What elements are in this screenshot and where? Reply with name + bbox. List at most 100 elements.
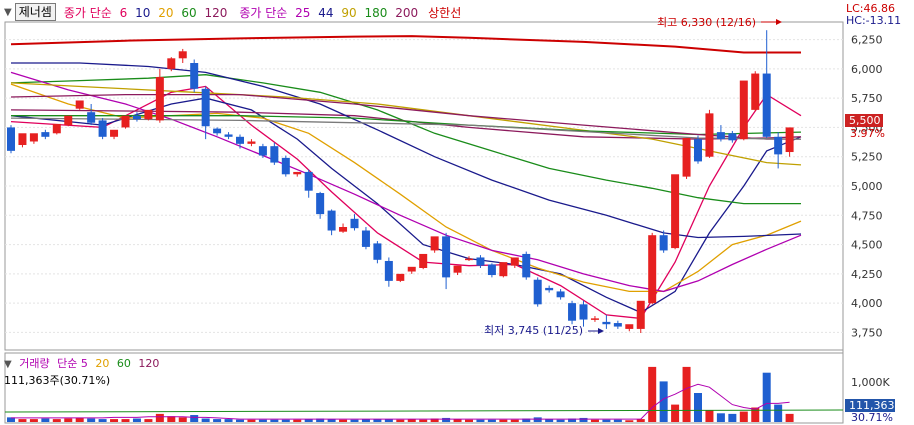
- volume-ma-line: [11, 383, 790, 420]
- candle-body: [121, 115, 130, 128]
- candle-body: [671, 174, 680, 249]
- volume-bar: [407, 419, 416, 422]
- volume-bar: [590, 419, 599, 422]
- candle-body: [361, 230, 370, 247]
- candle-body: [774, 136, 783, 155]
- volume-bar: [682, 366, 691, 422]
- volume-tick-1000k: 1,000K: [851, 376, 890, 389]
- candle-body: [155, 77, 164, 121]
- candle-body: [41, 132, 50, 137]
- candle-body: [659, 235, 668, 251]
- price-ma-60: 60: [181, 5, 197, 20]
- candle-body: [132, 115, 141, 120]
- candle-body: [590, 318, 599, 320]
- volume-bar: [556, 419, 565, 422]
- volume-bar: [132, 418, 141, 422]
- volume-bar: [739, 411, 748, 422]
- candle-body: [785, 127, 794, 153]
- limit-line-label: 상한선: [428, 5, 462, 20]
- volume-bar: [18, 419, 27, 422]
- volume-bar: [121, 419, 130, 422]
- candle-body: [64, 115, 73, 126]
- candle-body: [75, 100, 84, 109]
- volume-bar: [545, 419, 554, 422]
- candle-body: [52, 123, 61, 134]
- volume-bar: [636, 419, 645, 422]
- volume-bar: [327, 419, 336, 422]
- volume-bar: [350, 419, 359, 422]
- long-ma-90: 90: [341, 5, 357, 20]
- candle-body: [453, 265, 462, 273]
- volume-bar: [785, 413, 794, 422]
- volume-bars: [4, 366, 844, 422]
- volume-bar: [396, 419, 405, 422]
- candle-body: [293, 171, 302, 175]
- volume-bar: [648, 366, 657, 422]
- price-ma-label: 종가 단순: [63, 5, 112, 20]
- volume-bar: [568, 418, 577, 422]
- volume-bar: [41, 418, 50, 422]
- volume-bar: [144, 419, 153, 422]
- volume-bar: [625, 420, 634, 422]
- volume-bar: [694, 393, 702, 422]
- volume-bar: [419, 419, 428, 422]
- volume-bar: [167, 416, 176, 422]
- volume-bar: [487, 419, 496, 422]
- volume-bar: [659, 381, 668, 422]
- volume-bar: [213, 419, 222, 422]
- volume-bar: [236, 419, 244, 422]
- volume-bar: [29, 419, 38, 422]
- volume-bar: [728, 413, 737, 422]
- volume-bar: [293, 419, 302, 422]
- price-ma-10: 10: [135, 5, 151, 20]
- chevron-down-icon[interactable]: ▼: [4, 6, 12, 18]
- price-tick-label: 4,250: [851, 268, 883, 281]
- candle-body: [396, 273, 405, 281]
- candle-body: [613, 323, 622, 327]
- candle-body: [739, 80, 748, 140]
- volume-bar: [751, 407, 760, 422]
- stock-name-button[interactable]: 제너셈: [14, 3, 56, 21]
- high-label: 최고 6,330 (12/16): [657, 16, 756, 29]
- volume-bar: [201, 418, 210, 422]
- volume-bar: [602, 419, 611, 422]
- candle-body: [762, 73, 771, 137]
- volume-ma-label: 단순 5: [57, 357, 88, 370]
- candle-body: [213, 128, 222, 134]
- long-ma-legend: 종가 단순 25 44 90 180 200: [239, 4, 418, 21]
- volume-chevron-icon[interactable]: ▼: [4, 359, 12, 370]
- volume-bar: [247, 419, 256, 422]
- volume-bar: [442, 417, 451, 422]
- candle-body: [190, 63, 199, 89]
- ma-line: [10, 35, 801, 54]
- candle-body: [281, 157, 290, 175]
- candle-body: [648, 235, 657, 304]
- volume-current-value: 111,363: [849, 399, 895, 412]
- candle-body: [373, 243, 382, 260]
- volume-bar: [316, 418, 325, 422]
- candle-body: [694, 139, 702, 162]
- volume-bar: [258, 419, 267, 422]
- candle-body: [270, 146, 279, 163]
- volume-bar: [510, 419, 519, 422]
- volume-bar: [304, 419, 313, 422]
- long-ma-25: 25: [295, 5, 311, 20]
- candle-body: [476, 257, 485, 266]
- candle-body: [178, 51, 187, 59]
- price-tick-label: 3,750: [851, 326, 883, 339]
- volume-bar: [453, 419, 462, 422]
- volume-bar: [224, 419, 233, 422]
- candle-body: [625, 324, 634, 329]
- candle-body: [442, 236, 451, 278]
- candle-body: [7, 127, 15, 151]
- ma-line: [10, 85, 802, 320]
- volume-bar: [430, 418, 439, 422]
- candle-body: [316, 193, 325, 215]
- long-ma-200: 200: [395, 5, 419, 20]
- candle-body: [18, 133, 27, 145]
- candle-body: [144, 109, 153, 120]
- volume-bar: [87, 418, 96, 422]
- candle-body: [430, 236, 439, 251]
- volume-bar: [110, 419, 119, 422]
